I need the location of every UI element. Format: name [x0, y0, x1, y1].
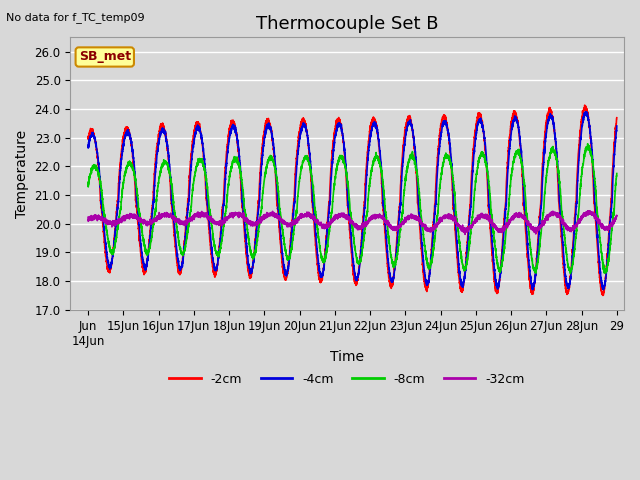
-4cm — [479, 122, 486, 128]
-32cm — [461, 231, 469, 237]
-4cm — [613, 123, 621, 129]
-4cm — [600, 287, 607, 293]
-8cm — [286, 253, 294, 259]
Y-axis label: Temperature: Temperature — [15, 130, 29, 217]
-32cm — [401, 215, 409, 220]
X-axis label: Time: Time — [330, 350, 364, 364]
-8cm — [584, 141, 591, 146]
-4cm — [286, 248, 294, 254]
-2cm — [613, 115, 621, 120]
-4cm — [519, 169, 527, 175]
Title: Thermocouple Set B: Thermocouple Set B — [256, 15, 438, 33]
-2cm — [286, 243, 294, 249]
-2cm — [581, 102, 589, 108]
-32cm — [584, 208, 592, 214]
Line: -8cm: -8cm — [88, 144, 617, 274]
-2cm — [84, 135, 92, 141]
Line: -4cm: -4cm — [88, 112, 617, 290]
-32cm — [180, 220, 188, 226]
-8cm — [180, 250, 188, 255]
-4cm — [84, 143, 92, 149]
-4cm — [180, 245, 188, 251]
-8cm — [479, 151, 486, 157]
-2cm — [599, 293, 607, 299]
-2cm — [519, 180, 527, 186]
Line: -2cm: -2cm — [88, 105, 617, 296]
-32cm — [84, 215, 92, 220]
-8cm — [401, 181, 409, 187]
-8cm — [519, 168, 527, 173]
-4cm — [582, 109, 590, 115]
-2cm — [428, 241, 436, 247]
-8cm — [428, 255, 436, 261]
-4cm — [428, 247, 436, 252]
-32cm — [286, 223, 294, 229]
-4cm — [401, 139, 409, 144]
-2cm — [479, 122, 486, 128]
Legend: -2cm, -4cm, -8cm, -32cm: -2cm, -4cm, -8cm, -32cm — [164, 368, 530, 391]
Text: No data for f_TC_temp09: No data for f_TC_temp09 — [6, 12, 145, 23]
-32cm — [428, 228, 436, 233]
-32cm — [613, 213, 621, 218]
Line: -32cm: -32cm — [88, 211, 617, 234]
-8cm — [613, 170, 621, 176]
-32cm — [479, 214, 486, 219]
-2cm — [401, 129, 409, 135]
Text: SB_met: SB_met — [79, 50, 131, 63]
-2cm — [180, 242, 188, 248]
-8cm — [566, 271, 574, 276]
-8cm — [84, 183, 92, 189]
-32cm — [519, 214, 527, 220]
